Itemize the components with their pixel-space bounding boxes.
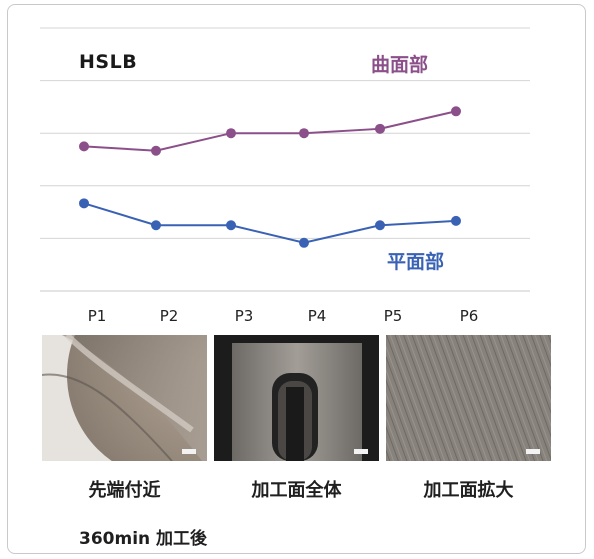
tool-tip-photo-icon bbox=[42, 335, 207, 461]
photo-tool-tip bbox=[42, 335, 207, 461]
x-tick-label: P2 bbox=[160, 307, 179, 325]
line-chart: P1 P2 P3 P4 P5 P6 bbox=[40, 27, 530, 325]
x-tick-label: P3 bbox=[235, 307, 254, 325]
photo-surface-closeup bbox=[386, 335, 551, 461]
data-point-P2 bbox=[151, 145, 161, 156]
data-point-P1 bbox=[79, 141, 89, 152]
data-point-P2 bbox=[151, 220, 161, 231]
series-label-flat: 平面部 bbox=[387, 251, 445, 273]
caption-surface-closeup: 加工面拡大 bbox=[423, 480, 514, 501]
data-point-P4 bbox=[299, 237, 309, 248]
data-point-P3 bbox=[226, 128, 236, 139]
x-tick-label: P5 bbox=[384, 307, 403, 325]
surface-closeup-photo-icon bbox=[386, 335, 551, 461]
x-tick-label: P6 bbox=[460, 307, 479, 325]
data-point-P3 bbox=[226, 220, 236, 231]
photo-machined-surface bbox=[214, 335, 379, 461]
series-line-curve bbox=[83, 110, 457, 152]
x-tick-label: P1 bbox=[88, 307, 107, 325]
x-tick-label: P4 bbox=[308, 307, 327, 325]
data-point-P6 bbox=[451, 215, 461, 226]
data-point-P4 bbox=[299, 128, 309, 139]
caption-machined-surface: 加工面全体 bbox=[251, 480, 342, 501]
series-label-curve: 曲面部 bbox=[371, 54, 429, 76]
chart-series bbox=[79, 106, 461, 248]
caption-tool-tip: 先端付近 bbox=[88, 480, 161, 501]
x-axis-ticks: P1 P2 P3 P4 P5 P6 bbox=[88, 307, 479, 325]
data-point-P1 bbox=[79, 198, 89, 209]
data-point-P5 bbox=[375, 220, 385, 231]
data-point-P5 bbox=[375, 123, 385, 134]
footer-note: 360min 加工後 bbox=[79, 529, 208, 549]
data-point-P6 bbox=[451, 106, 461, 117]
chart-title: HSLB bbox=[79, 51, 138, 73]
series-line-flat bbox=[83, 202, 457, 244]
figure-card bbox=[7, 4, 586, 554]
machined-surface-photo-icon bbox=[214, 335, 379, 461]
